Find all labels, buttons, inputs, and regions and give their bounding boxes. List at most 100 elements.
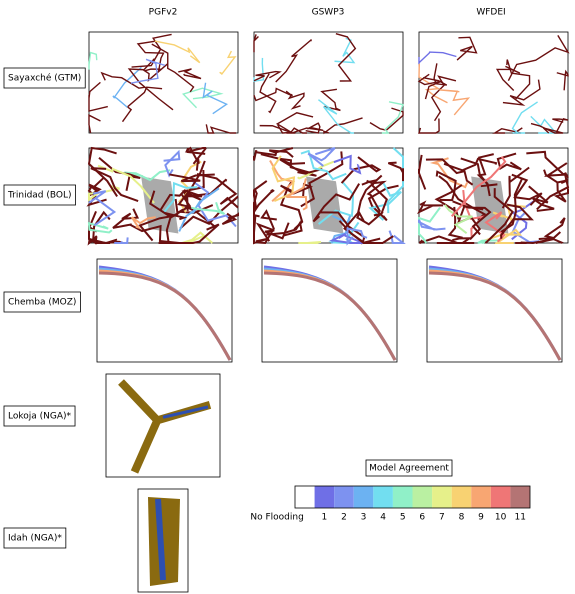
river bbox=[88, 51, 98, 70]
river bbox=[312, 183, 361, 223]
map-frame bbox=[418, 31, 569, 134]
colorbar-label: 1 bbox=[322, 513, 328, 523]
label-box bbox=[3, 405, 76, 427]
river bbox=[205, 124, 237, 134]
river bbox=[511, 101, 538, 134]
river bbox=[253, 214, 269, 245]
river bbox=[429, 157, 469, 189]
river bbox=[418, 63, 448, 104]
river bbox=[338, 220, 394, 244]
river bbox=[318, 99, 354, 134]
river bbox=[418, 154, 427, 190]
river bbox=[333, 154, 362, 175]
river bbox=[543, 169, 569, 184]
river bbox=[423, 63, 448, 86]
colorbar-label: 6 bbox=[419, 513, 425, 523]
river bbox=[526, 150, 569, 179]
colorbar-swatch bbox=[451, 486, 472, 508]
river bbox=[417, 200, 444, 215]
river bbox=[88, 190, 117, 227]
river bbox=[538, 217, 566, 241]
river bbox=[159, 189, 203, 211]
river bbox=[263, 271, 397, 361]
colorbar-label: 3 bbox=[361, 513, 367, 523]
river bbox=[307, 147, 336, 167]
river bbox=[181, 231, 214, 244]
river bbox=[192, 180, 237, 228]
row-label-text: Chemba (MOZ) bbox=[8, 298, 76, 308]
river bbox=[500, 203, 534, 239]
river bbox=[361, 178, 388, 216]
river bbox=[277, 124, 307, 134]
colorbar-label: No Flooding bbox=[250, 513, 303, 523]
map-panel bbox=[96, 258, 233, 363]
label-box bbox=[3, 291, 81, 313]
river bbox=[418, 219, 446, 231]
river bbox=[88, 225, 98, 245]
colorbar-swatch bbox=[334, 486, 354, 508]
river bbox=[253, 57, 265, 82]
legend-title: Model Agreement bbox=[365, 459, 453, 477]
river bbox=[418, 206, 441, 244]
colorbar-swatch bbox=[373, 486, 393, 508]
map-panel bbox=[426, 258, 563, 363]
river bbox=[443, 157, 498, 172]
river bbox=[287, 92, 305, 110]
river bbox=[387, 161, 404, 182]
map-panel bbox=[86, 146, 239, 246]
river bbox=[114, 237, 129, 244]
map-panel bbox=[253, 31, 404, 135]
river bbox=[279, 158, 317, 177]
river bbox=[428, 271, 562, 361]
river bbox=[452, 200, 492, 236]
river bbox=[346, 227, 368, 246]
river bbox=[88, 177, 104, 197]
map-panel bbox=[88, 31, 239, 134]
river bbox=[535, 231, 564, 244]
row-label-text: Idah (NGA)* bbox=[8, 534, 62, 544]
river bbox=[298, 241, 322, 244]
river bbox=[507, 35, 570, 81]
river bbox=[436, 237, 473, 244]
river bbox=[219, 50, 237, 76]
river bbox=[484, 188, 514, 244]
map-area bbox=[148, 497, 180, 586]
river bbox=[335, 33, 357, 82]
river bbox=[434, 184, 463, 220]
river bbox=[97, 164, 155, 204]
colorbar-swatch bbox=[314, 486, 335, 508]
river bbox=[177, 160, 206, 210]
river bbox=[388, 230, 406, 244]
river bbox=[260, 153, 323, 174]
river bbox=[329, 232, 364, 244]
river bbox=[450, 156, 507, 218]
river bbox=[515, 239, 548, 245]
river bbox=[259, 73, 277, 114]
river bbox=[266, 220, 303, 237]
colorbar-swatch bbox=[353, 486, 374, 508]
river bbox=[269, 159, 296, 202]
river bbox=[186, 147, 207, 165]
river bbox=[300, 151, 344, 208]
row-label-text: Lokoja (NGA)* bbox=[8, 412, 72, 422]
river bbox=[320, 88, 341, 112]
colorbar-frame bbox=[294, 485, 531, 509]
river bbox=[158, 193, 192, 244]
river bbox=[88, 114, 101, 134]
row-label: Trinidad (BOL) bbox=[3, 184, 76, 206]
river bbox=[418, 118, 440, 134]
river bbox=[501, 166, 530, 209]
river bbox=[100, 71, 145, 89]
river bbox=[495, 65, 521, 92]
river bbox=[154, 40, 201, 64]
colorbar-label: 10 bbox=[495, 513, 507, 523]
river bbox=[253, 70, 282, 82]
river bbox=[460, 157, 498, 188]
river bbox=[259, 112, 314, 134]
river bbox=[492, 127, 523, 134]
river bbox=[168, 223, 220, 244]
river bbox=[268, 147, 294, 158]
river bbox=[381, 101, 404, 134]
river bbox=[417, 73, 442, 100]
river bbox=[127, 58, 174, 111]
